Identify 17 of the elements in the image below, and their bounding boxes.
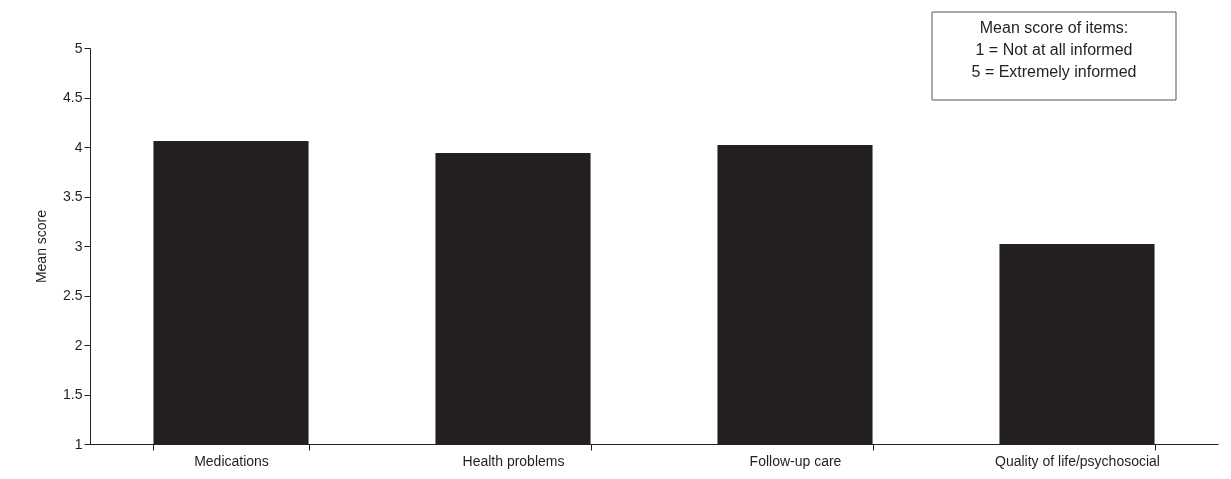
y-axis-title: Mean score: [33, 209, 50, 284]
annotation: 5 = Extremely informed: [971, 63, 1137, 80]
y-tick-label: 4.5: [63, 89, 83, 105]
annotation: 1 = Not at all informed: [975, 41, 1133, 58]
y-tick-label: 1: [74, 435, 83, 452]
x-tick-label: Health problems: [462, 452, 565, 469]
y-tick-label: 2.5: [63, 287, 83, 303]
y-tick-label: 3: [74, 237, 83, 254]
y-tick-label: 4: [74, 138, 83, 155]
y-tick-label: 5: [74, 39, 83, 56]
x-tick-label: Medications: [194, 452, 269, 469]
x-tick-label: Quality of life/psychosocial: [995, 452, 1160, 469]
y-tick-label: 1.5: [63, 386, 83, 402]
x-tick-label: Follow-up care: [749, 452, 842, 469]
text: Mean score of items:: [979, 19, 1129, 36]
y-tick-label: 2: [74, 336, 83, 353]
y-tick-label: 3.5: [63, 188, 83, 204]
